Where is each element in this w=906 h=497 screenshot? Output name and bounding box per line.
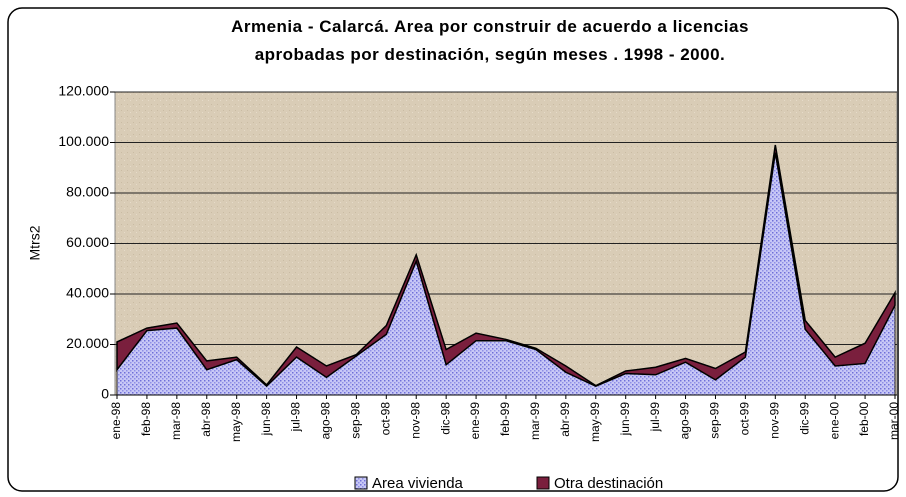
x-tick-label: jun-99 [618,402,632,437]
x-tick-label: nov-98 [408,402,422,439]
area [116,144,896,388]
x-tick-label: sep-99 [708,402,722,439]
x-tick-label: oct-99 [738,402,752,436]
x-tick-label: ene-98 [109,402,123,440]
x-tick-label: mar-99 [528,402,542,440]
y-tick-label: 100.000 [58,133,109,149]
y-tick-label: 40.000 [66,285,109,301]
x-tick-label: dic-98 [438,402,452,435]
x-tick-label: feb-99 [498,402,512,436]
x-tick-label: dic-99 [797,402,811,435]
x-tick-label: oct-98 [378,402,392,436]
x-tick-label: may-99 [588,402,602,442]
x-tick-label: mar-98 [169,402,183,440]
x-tick-label: abr-98 [199,402,213,437]
x-tick-label: nov-99 [767,402,781,439]
x-tick-label: sep-98 [349,402,363,439]
x-tick-label: abr-99 [558,402,572,437]
y-tick-label: 20.000 [66,335,109,351]
x-tick-label: jun-98 [259,402,273,437]
x-tick-label: jul-99 [648,402,662,433]
legend-label: Area vivienda [372,475,464,492]
x-tick-label: ene-00 [827,402,841,440]
chart-subtitle: aprobadas por destinación, según meses .… [255,45,726,64]
y-tick-label: 60.000 [66,234,109,250]
x-tick-label: ago-98 [319,402,333,440]
y-tick-label: 120.000 [58,83,109,99]
x-tick-label: mar-00 [887,402,901,440]
y-tick-label: 80.000 [66,184,109,200]
x-tick-label: feb-98 [139,402,153,436]
y-axis-label: Mtrs2 [27,225,43,260]
x-tick-label: ene-99 [468,402,482,440]
legend-swatch [536,476,550,490]
x-tick-label: may-98 [229,402,243,442]
chart-title: Armenia - Calarcá. Area por construir de… [231,17,749,36]
y-tick-label: 0 [101,386,109,402]
legend-swatch [354,476,368,490]
legend-label: Otra destinación [554,475,663,492]
x-tick-label: jul-98 [289,402,303,433]
x-tick-label: ago-99 [678,402,692,440]
x-tick-label: feb-00 [857,402,871,436]
